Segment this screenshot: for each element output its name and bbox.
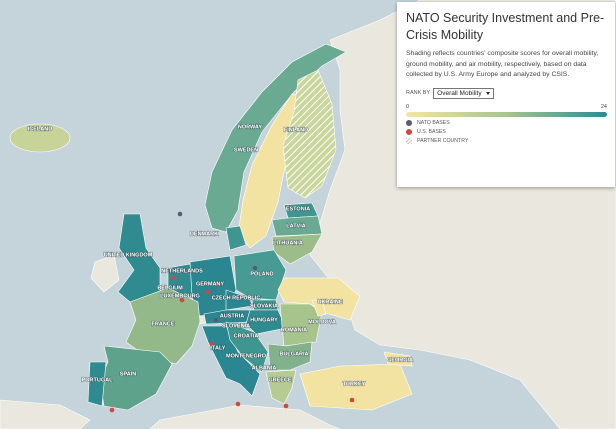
- country-norway[interactable]: [204, 43, 347, 233]
- legend-text: PARTNER COUNTRY: [417, 137, 469, 144]
- us-base[interactable]: [109, 407, 115, 413]
- country-balkans-west[interactable]: [225, 321, 269, 373]
- country-label: GREECE: [268, 377, 292, 383]
- countries[interactable]: [9, 43, 413, 411]
- legend-text: NATO BASES: [417, 119, 450, 126]
- legend-swatch: [406, 137, 412, 144]
- us-base[interactable]: [205, 289, 211, 295]
- country-label: LUXEMBOURG: [160, 293, 200, 299]
- country-label: TURKEY: [343, 381, 366, 387]
- legend-item: PARTNER COUNTRY: [406, 137, 607, 144]
- legend-panel: NATO Security Investment and Pre-Crisis …: [397, 2, 615, 187]
- country-label: DENMARK: [190, 231, 218, 237]
- scale-bar: [406, 111, 607, 117]
- country-hungary[interactable]: [245, 309, 287, 335]
- legend-item: U.S. BASES: [406, 128, 607, 135]
- us-base[interactable]: [235, 401, 241, 407]
- nato-base[interactable]: [252, 265, 258, 271]
- country-label: ESTONIA: [286, 206, 310, 212]
- panel-title: NATO Security Investment and Pre-Crisis …: [406, 11, 605, 42]
- country-label: AUSTRIA: [220, 313, 244, 319]
- country-label: HUNGARY: [250, 317, 278, 323]
- country-finland[interactable]: [282, 69, 337, 199]
- country-denmark[interactable]: [225, 225, 247, 251]
- legend-swatch: [406, 128, 412, 135]
- country-iceland[interactable]: [9, 123, 71, 153]
- country-latvia[interactable]: [271, 215, 323, 237]
- legend-item: NATO BASES: [406, 119, 607, 126]
- country-moldova[interactable]: [311, 299, 327, 317]
- country-label: ICELAND: [28, 126, 52, 132]
- country-label: SWEDEN: [234, 147, 258, 153]
- country-balkans-east[interactable]: [267, 341, 313, 371]
- country-label: NORWAY: [238, 124, 262, 130]
- legend-swatch: [406, 119, 412, 126]
- country-label: MONTENEGRO: [226, 353, 267, 359]
- us-base[interactable]: [283, 403, 289, 409]
- country-label: NETHERLANDS: [161, 268, 203, 274]
- rank-by: RANK BY Overall Mobility: [406, 87, 607, 99]
- us-base[interactable]: [209, 341, 215, 347]
- rank-by-select[interactable]: Overall Mobility: [433, 87, 494, 99]
- country-label: SLOVAKIA: [250, 303, 278, 309]
- country-georgia[interactable]: [383, 351, 413, 367]
- country-label: CROATIA: [234, 333, 259, 339]
- country-label: ALBANIA: [252, 365, 277, 371]
- country-label: LITHUANIA: [273, 240, 303, 246]
- panel-description: Shading reflects countries' composite sc…: [406, 50, 599, 78]
- scale-max: 24: [600, 103, 607, 110]
- country-label: LATVIA: [286, 223, 305, 229]
- select-arrow: [485, 91, 490, 95]
- country-label: FINLAND: [284, 127, 308, 133]
- us-base[interactable]: [171, 275, 177, 281]
- country-label: BELGIUM: [157, 285, 183, 291]
- country-turkey[interactable]: [299, 363, 413, 411]
- country-label: FRANCE: [152, 321, 175, 327]
- country-label: GERMANY: [196, 281, 224, 287]
- scale-labels: 0 24: [406, 104, 607, 110]
- rank-by-label: RANK BY: [406, 90, 431, 96]
- country-czech[interactable]: [225, 289, 253, 311]
- select-value: Overall Mobility: [437, 89, 482, 97]
- country-label: SLOVENIA: [222, 323, 250, 329]
- nato-base[interactable]: [213, 317, 219, 323]
- country-france[interactable]: [125, 287, 201, 365]
- country-label: SPAIN: [120, 371, 136, 377]
- country-label: GEORGIA: [387, 357, 413, 363]
- us-base[interactable]: [179, 297, 185, 303]
- country-label: ROMANIA: [281, 327, 307, 333]
- country-label: UKRAINE: [317, 299, 342, 305]
- nato-base[interactable]: [177, 211, 183, 217]
- country-lithuania[interactable]: [271, 233, 323, 265]
- country-label: UNITED KINGDOM: [104, 252, 153, 258]
- country-label: MOLDOVA: [308, 319, 336, 325]
- us-base[interactable]: [215, 281, 221, 287]
- country-label: BULGARIA: [279, 351, 308, 357]
- legend-text: U.S. BASES: [417, 128, 446, 135]
- country-label: CZECH REPUBLIC: [212, 295, 261, 301]
- bases: [109, 211, 355, 413]
- country-label: POLAND: [250, 271, 273, 277]
- scale-min: 0: [406, 103, 410, 110]
- country-greece[interactable]: [265, 369, 297, 405]
- country-label: PORTUGAL: [82, 377, 114, 383]
- country-labels: ICELAND NORWAY SWEDEN FINLAND ESTONIA LATVIA L…: [27, 124, 413, 388]
- country-portugal[interactable]: [87, 361, 107, 407]
- us-base[interactable]: [349, 397, 355, 403]
- country-label: ITALY: [211, 345, 226, 351]
